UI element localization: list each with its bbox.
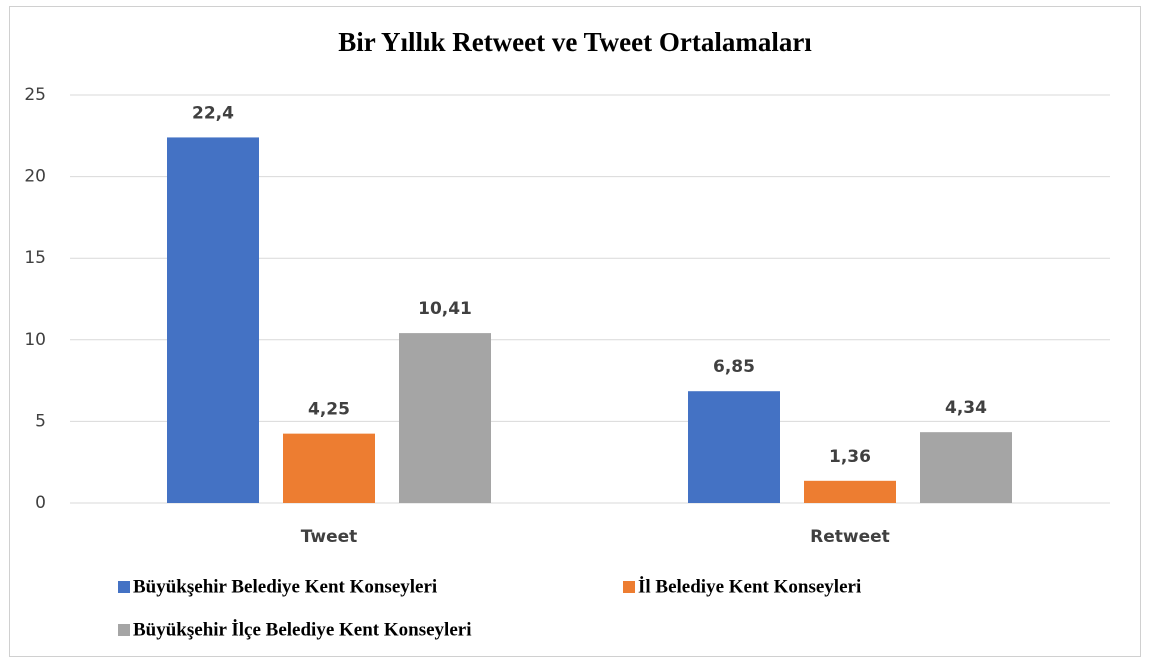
legend-swatch <box>118 581 130 593</box>
data-label: 1,36 <box>829 447 871 467</box>
data-label: 4,34 <box>945 398 987 418</box>
legend-label: İl Belediye Kent Konseyleri <box>638 576 861 597</box>
data-label: 6,85 <box>713 357 755 377</box>
bar <box>167 137 259 503</box>
y-tick-label: 10 <box>24 330 46 350</box>
x-tick-label: Retweet <box>810 527 890 547</box>
y-tick-label: 20 <box>24 167 46 187</box>
y-tick-label: 15 <box>24 248 46 268</box>
legend-swatch <box>118 624 130 636</box>
chart-title: Bir Yıllık Retweet ve Tweet Ortalamaları <box>338 27 812 57</box>
bar <box>920 432 1012 503</box>
legend-label: Büyükşehir Belediye Kent Konseyleri <box>133 576 437 597</box>
legend-swatch <box>623 581 635 593</box>
legend-label: Büyükşehir İlçe Belediye Kent Konseyleri <box>133 619 471 640</box>
y-tick-label: 5 <box>35 411 46 431</box>
bar <box>399 333 491 503</box>
y-tick-label: 0 <box>35 493 46 513</box>
x-tick-label: Tweet <box>301 527 358 547</box>
data-label: 4,25 <box>308 400 350 420</box>
bar <box>283 433 375 503</box>
bar <box>804 480 896 503</box>
y-tick-label: 25 <box>24 85 46 105</box>
data-label: 10,41 <box>418 299 472 319</box>
bar <box>688 391 780 503</box>
data-label: 22,4 <box>192 103 234 123</box>
